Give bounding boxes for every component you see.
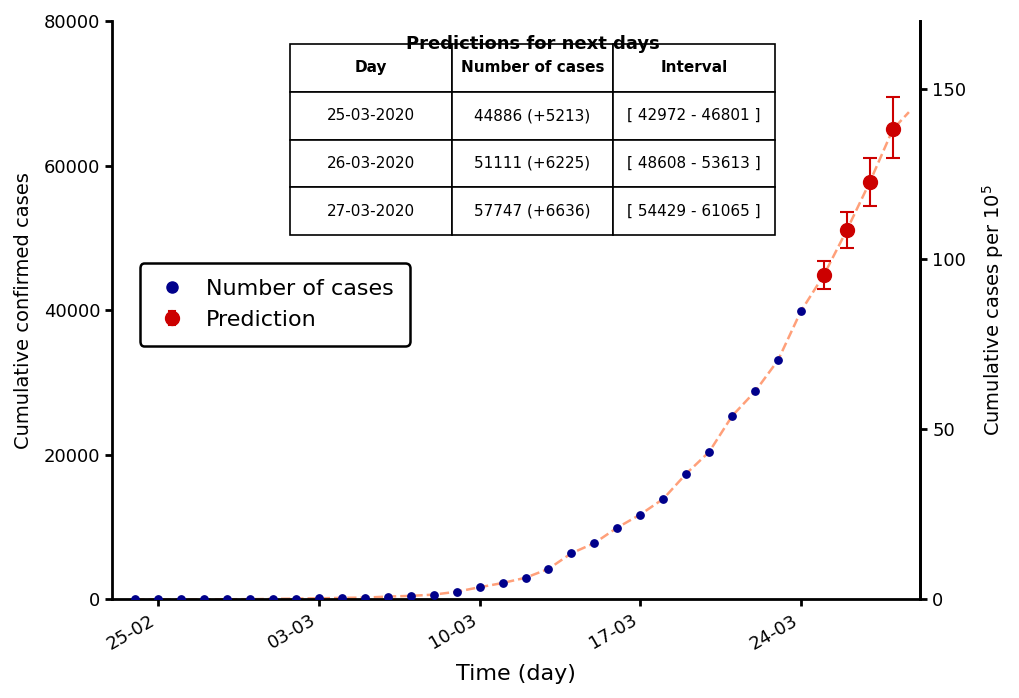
Point xyxy=(494,577,511,588)
Point xyxy=(127,594,144,605)
Point xyxy=(425,589,441,600)
Point xyxy=(173,594,190,605)
Point xyxy=(471,581,487,593)
Point xyxy=(700,446,716,457)
Point xyxy=(654,493,671,505)
Point xyxy=(632,509,648,520)
Y-axis label: Cumulative confirmed cases: Cumulative confirmed cases xyxy=(14,172,33,449)
Point xyxy=(608,522,625,533)
Point xyxy=(769,355,786,366)
Point xyxy=(311,593,327,604)
Point xyxy=(586,537,602,549)
Point xyxy=(746,386,762,397)
Point xyxy=(357,592,373,603)
Legend: Number of cases, Prediction: Number of cases, Prediction xyxy=(140,263,410,346)
Point xyxy=(265,593,281,604)
Point xyxy=(379,591,395,602)
Point xyxy=(150,594,166,605)
Point xyxy=(242,593,258,604)
Point xyxy=(792,306,808,317)
Point xyxy=(562,548,579,559)
X-axis label: Time (day): Time (day) xyxy=(455,664,576,684)
Point xyxy=(333,593,350,604)
Y-axis label: Cumulative cases per 10$^5$: Cumulative cases per 10$^5$ xyxy=(979,184,1005,436)
Point xyxy=(678,468,694,480)
Point xyxy=(196,594,212,605)
Point xyxy=(517,572,533,584)
Point xyxy=(723,410,740,422)
Point xyxy=(219,594,235,605)
Point xyxy=(448,586,465,597)
Text: Predictions for next days: Predictions for next days xyxy=(406,36,658,53)
Point xyxy=(287,593,304,604)
Point xyxy=(540,563,556,574)
Point xyxy=(403,591,419,602)
